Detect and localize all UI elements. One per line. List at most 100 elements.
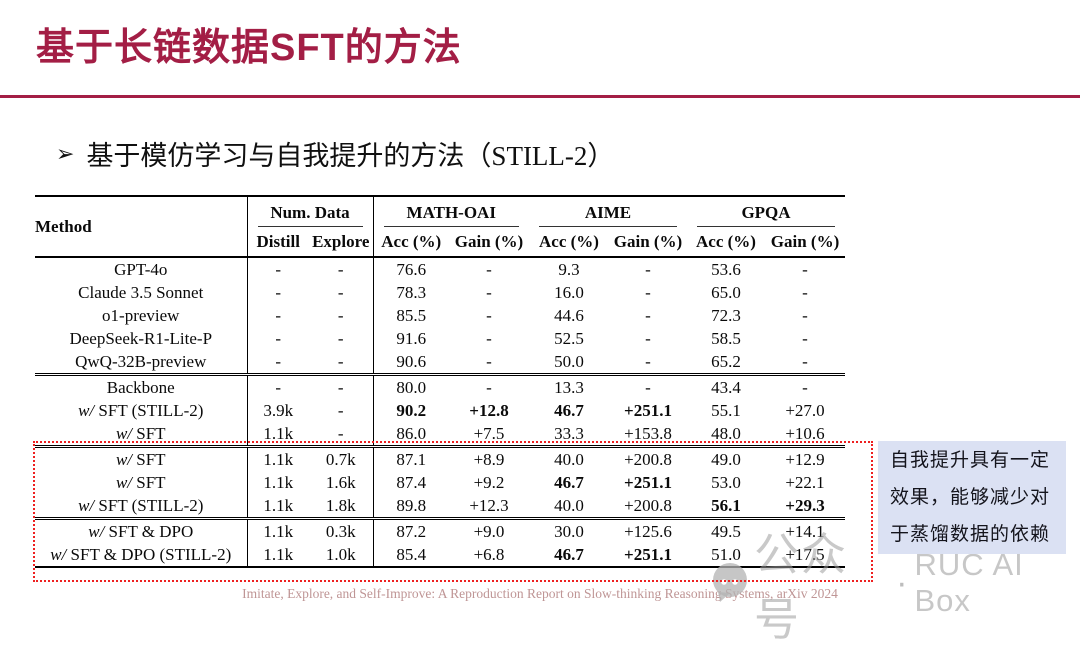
table-cell: 1.8k [309,494,374,519]
col-subheader: Distill [256,231,300,251]
table-cell: +200.8 [624,450,672,469]
table-cell: - [645,378,651,397]
method-cell: Claude 3.5 Sonnet [35,281,248,304]
table-group: Backbone - -80.0-13.3-43.4- w/ SFT (STILL-2… [35,374,846,447]
table-cell: 0.3k [309,518,374,543]
table-cell: 3.9k [263,401,294,420]
col-header-method: Method [35,196,248,257]
annotation-line: 于蒸馏数据的依赖 [890,524,1051,545]
table-cell: +153.8 [624,424,672,443]
col-subheader: Gain (%) [454,231,524,251]
method-cell: GPT-4o [35,257,248,281]
table-cell: +251.1 [624,401,672,420]
method-cell: w/ SFT & DPO (STILL-2) [35,543,248,567]
annotation-line: 自我提升具有一定 [890,450,1051,471]
table-cell: 1.1k [263,496,294,515]
table-cell: - [486,306,492,325]
bullet-text: 基于模仿学习与自我提升的方法（STILL-2） [86,141,615,171]
col-group-header: Num. Data [247,196,374,227]
table-cell: +251.1 [624,545,672,564]
table-cell: 65.0 [711,283,741,302]
col-subheader: Acc (%) [539,231,599,251]
table-cell: 56.1 [711,496,741,515]
title-divider [0,95,1080,98]
table-cell: +10.6 [785,424,825,443]
table-cell: +12.3 [469,496,509,515]
table-cell: 90.6 [396,352,427,371]
table-cell: 1.1k [263,473,294,492]
table-cell: +251.1 [624,473,672,492]
col-subheader: Explore [309,227,374,257]
table-cell: 46.7 [554,473,584,492]
table-cell: 50.0 [554,352,584,371]
table-cell: +8.9 [473,450,505,469]
table-cell: 78.3 [396,283,427,302]
table-cell: - [486,378,492,397]
table-cell: - [802,329,808,348]
table-cell: 86.0 [396,424,427,443]
table-row: w/ SFT 1.1k 1.6k 87.4 +9.2 46.7 +251.1 53.0 +22.… [35,471,845,494]
table-cell: +7.5 [473,424,505,443]
table-cell: 52.5 [554,329,584,348]
col-subheader: Gain (%) [770,231,840,251]
table-cell: 89.8 [396,496,427,515]
results-table: Method Num. Data MATH-OAI AIME GPQA Distill Ex… [35,195,846,568]
table-cell: - [309,374,374,399]
table-cell: - [309,422,374,447]
table-cell: 72.3 [711,306,741,325]
table-cell: 1.1k [263,522,294,541]
table-cell: 90.2 [396,401,427,420]
table-cell: - [275,329,282,348]
table-row: DeepSeek-R1-Lite-P - - 91.6 - 52.5 - 58.5 - [35,327,845,350]
table-group: w/ SFT 1.1k 0.7k 87.1 +8.9 40.0 +200.8 49.0 +12.… [35,446,846,519]
table-cell: - [645,283,651,302]
col-group-header: MATH-OAI [373,196,529,227]
table-cell: - [486,329,492,348]
table-cell: 85.5 [396,306,427,325]
table-cell: 49.5 [711,522,741,541]
table-cell: - [309,304,374,327]
table-row: Backbone - - 80.0 - 13.3 - 43.4 - [35,374,845,399]
table-cell: - [275,352,282,371]
table-cell: 1.1k [263,424,294,443]
footer-citation: Imitate, Explore, and Self-Improve: A Re… [242,586,838,601]
table-cell: - [645,260,651,279]
method-cell: w/ SFT [35,422,248,447]
table-row: GPT-4o - - 76.6 - 9.3 - 53.6 - [35,257,845,281]
table-cell: +9.2 [473,473,505,492]
table-row: o1-preview - - 85.5 - 44.6 - 72.3 - [35,304,845,327]
method-cell: o1-preview [35,304,248,327]
table-cell: 53.6 [711,260,741,279]
table-cell: +17.5 [785,545,825,564]
method-cell: w/ SFT [35,446,248,471]
table-cell: 1.1k [263,450,294,469]
table-cell: - [309,257,374,281]
table-cell: 13.3 [554,378,584,397]
col-subheader: Acc (%) [696,231,756,251]
table-cell: - [275,260,282,279]
table-cell: 0.7k [309,446,374,471]
method-cell: w/ SFT (STILL-2) [35,399,248,422]
col-subheader: Acc (%) [381,231,442,251]
table-cell: 87.2 [396,522,427,541]
table-cell: +14.1 [785,522,825,541]
table-cell: 91.6 [396,329,427,348]
table-cell: 76.6 [396,260,427,279]
table-row: Claude 3.5 Sonnet - - 78.3 - 16.0 - 65.0 - [35,281,845,304]
table-cell: 87.1 [396,450,427,469]
table-row: w/ SFT (STILL-2) 3.9k - 90.2 +12.8 46.7 +251.1… [35,399,845,422]
table-cell: 58.5 [711,329,741,348]
col-subheader: Gain (%) [613,231,683,251]
table-cell: - [309,350,374,375]
table-row: w/ SFT 1.1k - 86.0 +7.5 33.3 +153.8 48.0 +10.6 [35,422,845,447]
table-cell: - [275,283,282,302]
table-group: GPT-4o - -76.6-9.3-53.6- Claude 3.5 Sonnet -… [35,257,845,375]
table-cell: - [275,306,282,325]
table-cell: - [309,399,374,422]
method-cell: Backbone [35,374,248,399]
table-cell: 30.0 [554,522,584,541]
table-cell: 40.0 [554,450,584,469]
table-cell: - [802,283,808,302]
table-cell: 44.6 [554,306,584,325]
method-cell: w/ SFT [35,471,248,494]
